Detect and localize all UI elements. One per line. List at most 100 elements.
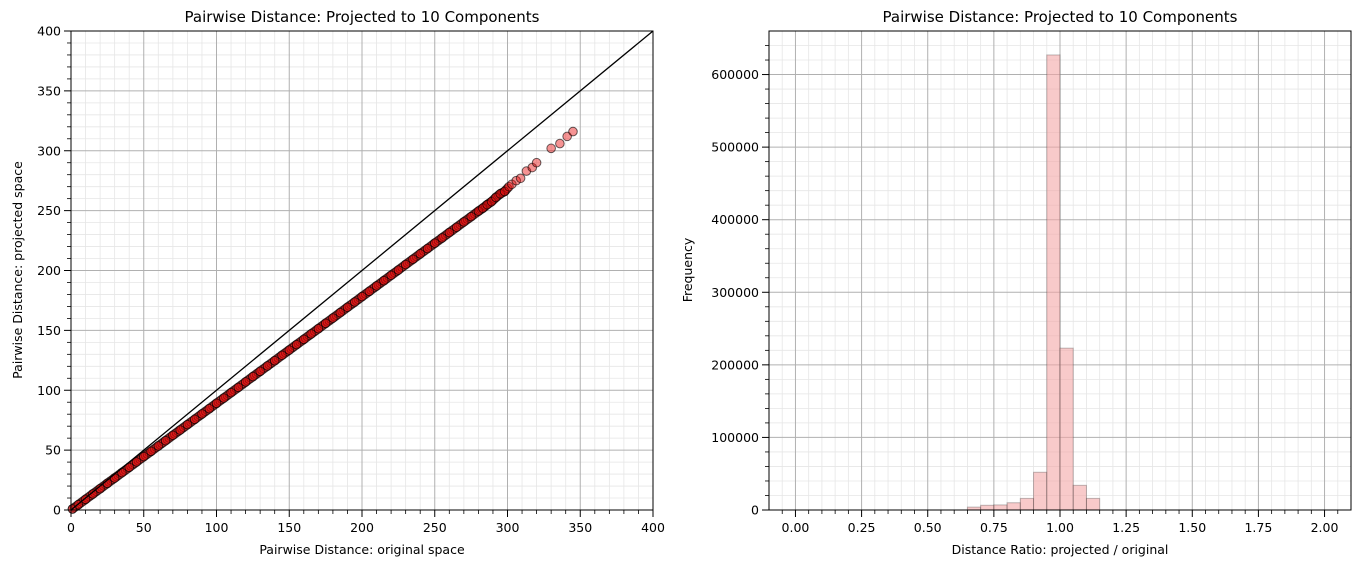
y-tick-label: 200000 (711, 357, 759, 372)
histogram-bar (1019, 497, 1035, 511)
scatter-point (444, 227, 455, 238)
scatter-point (459, 217, 469, 227)
scatter-point (80, 494, 91, 505)
scatter-point (204, 403, 215, 414)
scatter-point (386, 270, 396, 281)
x-tick-label: 1.75 (1244, 520, 1272, 535)
scatter-point (277, 350, 287, 361)
scatter-point (320, 318, 331, 329)
y-tick-label: 100 (37, 383, 61, 398)
y-tick-label: 0 (751, 503, 759, 518)
scatter-point (248, 371, 258, 382)
histogram-ylabel: Frequency (680, 237, 695, 302)
x-tick-label: 250 (423, 520, 447, 535)
histogram-subplot: Pairwise Distance: Projected to 10 Compo… (680, 8, 1352, 557)
x-tick-label: 1.00 (1046, 520, 1074, 535)
scatter-point (262, 361, 273, 371)
scatter-point (284, 345, 295, 355)
x-tick-label: 1.25 (1112, 520, 1140, 535)
scatter-point (306, 329, 316, 339)
scatter-subplot: Pairwise Distance: Projected to 10 Compo… (10, 8, 665, 557)
scatter-point (408, 254, 418, 265)
histogram-bar (980, 504, 995, 511)
x-tick-label: 0.50 (914, 520, 942, 535)
scatter-point (349, 297, 360, 307)
scatter-point (175, 425, 185, 435)
scatter-xlabel: Pairwise Distance: original space (259, 542, 465, 557)
scatter-point (555, 138, 565, 149)
y-tick-label: 200 (37, 263, 61, 278)
scatter-point (138, 451, 149, 462)
scatter-point (415, 249, 426, 259)
histogram-bar (1085, 497, 1101, 511)
scatter-point (342, 302, 353, 313)
histogram-xlabel: Distance Ratio: projected / original (952, 542, 1169, 557)
y-tick-label: 500000 (711, 140, 759, 155)
histogram-bar (1072, 484, 1087, 511)
x-tick-label: 0.25 (848, 520, 876, 535)
scatter-ylabel: Pairwise Distance: projected space (10, 161, 25, 379)
y-tick-label: 250 (37, 203, 61, 218)
scatter-point (422, 243, 433, 254)
y-tick-label: 600000 (711, 67, 759, 82)
scatter-point (168, 430, 178, 441)
scatter-point (546, 143, 556, 154)
scatter-point (95, 483, 105, 494)
scatter-point (197, 409, 207, 419)
scatter-point (226, 387, 236, 398)
scatter-point (371, 281, 382, 291)
scatter-point (146, 446, 156, 457)
histogram-bar (1059, 347, 1074, 511)
scatter-point (124, 462, 134, 473)
scatter-point (379, 275, 389, 286)
scatter-point (531, 157, 542, 168)
scatter-point (335, 307, 345, 318)
histogram-bar (1046, 54, 1061, 511)
histogram-bar (1006, 502, 1021, 511)
scatter-point (364, 286, 375, 297)
x-tick-label: 100 (205, 520, 229, 535)
y-tick-label: 400 (37, 24, 61, 39)
histogram-bar (1033, 471, 1048, 511)
x-tick-label: 400 (641, 520, 665, 535)
scatter-point (211, 398, 222, 409)
scatter-point (218, 393, 229, 403)
scatter-point (437, 233, 447, 243)
scatter-point (313, 323, 324, 334)
x-tick-label: 150 (277, 520, 301, 535)
scatter-point (451, 222, 462, 233)
x-tick-label: 200 (350, 520, 374, 535)
scatter-point (328, 313, 338, 323)
x-tick-label: 1.50 (1178, 520, 1206, 535)
x-tick-label: 350 (568, 520, 592, 535)
scatter-point (153, 441, 164, 451)
x-tick-label: 0.75 (980, 520, 1008, 535)
scatter-point (393, 265, 404, 275)
scatter-point (429, 238, 440, 248)
x-tick-label: 0 (67, 520, 75, 535)
scatter-point (299, 334, 309, 345)
reference-line (70, 30, 654, 511)
y-tick-label: 0 (53, 503, 61, 518)
scatter-point (357, 291, 367, 302)
scatter-point (269, 355, 280, 366)
y-tick-label: 300000 (711, 285, 759, 300)
y-tick-label: 350 (37, 83, 61, 98)
scatter-point (515, 173, 526, 184)
y-tick-label: 300 (37, 143, 61, 158)
scatter-point (117, 467, 127, 478)
histogram-bar (993, 504, 1008, 511)
x-tick-label: 50 (136, 520, 152, 535)
y-tick-label: 100000 (711, 430, 759, 445)
scatter-point (189, 414, 200, 425)
scatter-point (160, 435, 171, 446)
scatter-point (466, 211, 476, 222)
scatter-point (568, 126, 578, 137)
y-tick-label: 400000 (711, 212, 759, 227)
scatter-point (233, 382, 244, 393)
scatter-point (109, 473, 120, 483)
scatter-point (240, 377, 251, 387)
scatter-point (88, 489, 98, 499)
y-tick-label: 150 (37, 323, 61, 338)
